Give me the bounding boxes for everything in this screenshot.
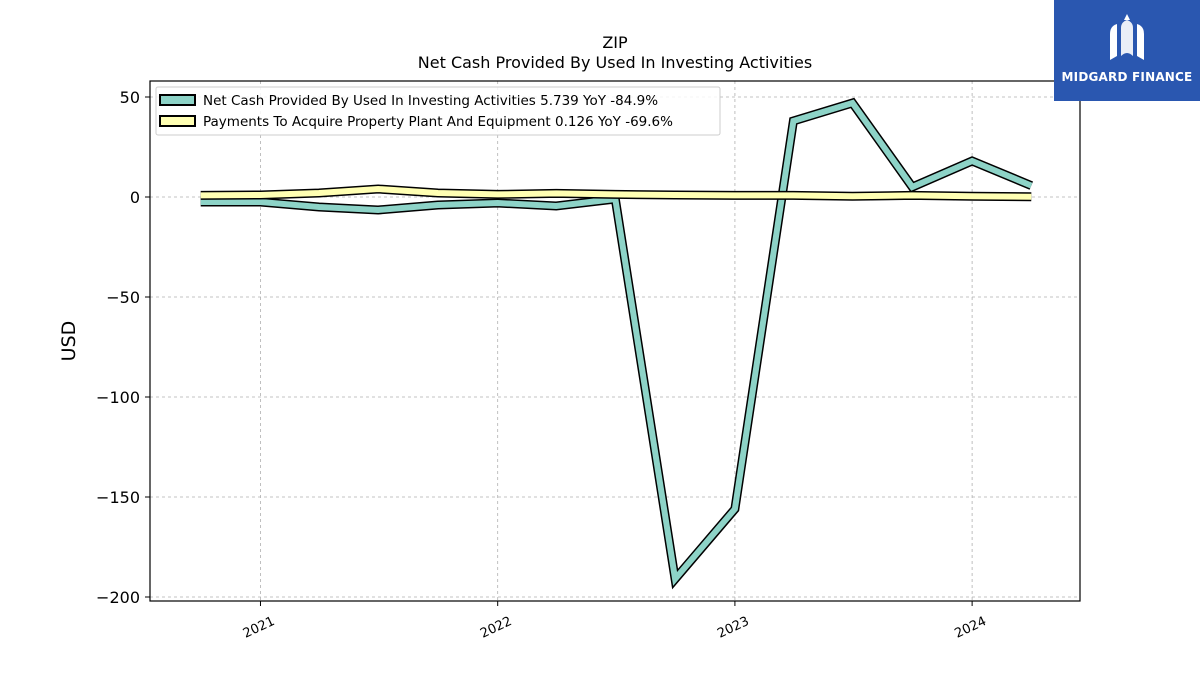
series-0-line: [200, 99, 1033, 586]
legend-swatch: [159, 115, 196, 127]
y-axis-label: USD: [58, 321, 80, 362]
legend: Net Cash Provided By Used In Investing A…: [155, 86, 721, 136]
x-tick-label: 2023: [715, 614, 751, 642]
y-tick-label: −100: [96, 388, 140, 407]
x-tick-label: 2024: [952, 614, 988, 642]
y-tick-label: 50: [120, 88, 140, 107]
x-tick-label: 2021: [241, 614, 277, 642]
legend-frame: [155, 86, 721, 136]
series-lines: [200, 97, 1034, 590]
y-tick-label: −50: [106, 288, 140, 307]
y-tick-label: 0: [130, 188, 140, 207]
x-tick-label: 2022: [478, 614, 514, 642]
plot-frame: [149, 80, 1081, 602]
chart-title: ZIP: [602, 33, 628, 52]
brand-logo: MIDGARD FINANCE: [1054, 0, 1200, 101]
axes: 50 0 −50 −100 −150 −200 2021 2022 2023 2024: [96, 88, 989, 642]
y-tick-label: −200: [96, 588, 140, 607]
chart-subtitle: Net Cash Provided By Used In Investing A…: [418, 53, 812, 72]
legend-swatch: [159, 94, 196, 106]
y-tick-label: −150: [96, 488, 140, 507]
legend-label: Payments To Acquire Property Plant And E…: [203, 114, 673, 130]
series-1-line: [200, 185, 1032, 200]
brand-name: MIDGARD FINANCE: [1061, 70, 1193, 84]
midgard-logo-icon: [1110, 14, 1144, 60]
legend-label: Net Cash Provided By Used In Investing A…: [203, 93, 658, 109]
grid-lines: [150, 81, 1080, 601]
